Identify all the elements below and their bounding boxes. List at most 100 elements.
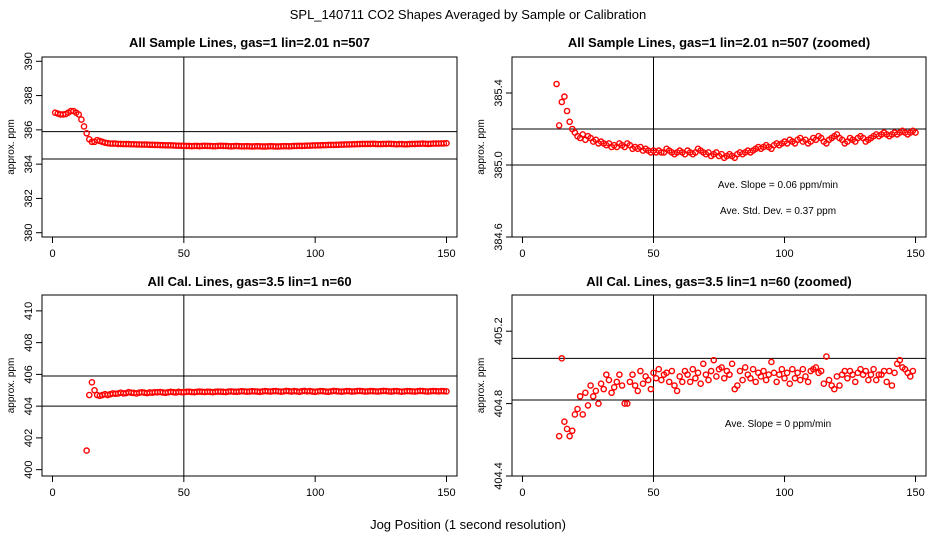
- data-point: [676, 373, 683, 380]
- data-point: [686, 378, 694, 386]
- data-point: [770, 369, 778, 377]
- x-tick-label: 100: [775, 248, 793, 260]
- data-point: [671, 382, 678, 389]
- data-point: [629, 371, 636, 378]
- data-point: [558, 355, 566, 362]
- chart-panels: All Sample Lines, gas=1 lin=2.01 n=507 0 5…: [6, 35, 927, 499]
- data-point: [757, 373, 765, 380]
- data-point: [726, 371, 733, 378]
- data-point: [851, 378, 859, 386]
- data-point: [85, 391, 93, 399]
- data-point: [689, 365, 697, 373]
- data-point: [592, 387, 600, 395]
- x-tick-label: 50: [178, 248, 190, 260]
- chart-annotation: Ave. Slope = 0 ppm/min: [725, 419, 831, 430]
- chart-title: All Sample Lines, gas=1 lin=2.01 n=507 (…: [568, 35, 870, 50]
- data-point: [718, 364, 725, 371]
- data-point: [665, 378, 673, 386]
- data-point: [836, 382, 843, 389]
- data-point: [637, 367, 644, 375]
- data-point: [613, 378, 621, 386]
- x-tick-label: 0: [519, 248, 525, 260]
- y-tick-label: 410: [23, 302, 35, 320]
- data-point: [886, 367, 893, 375]
- data-point: [579, 411, 587, 418]
- data-point: [658, 376, 665, 384]
- data-point: [783, 369, 791, 377]
- data-point: [83, 129, 90, 137]
- y-tick-label: 405.2: [493, 317, 505, 345]
- x-tick-label: 150: [906, 248, 924, 260]
- data-point: [555, 432, 563, 440]
- data-point: [610, 384, 618, 391]
- data-point: [804, 378, 812, 386]
- data-point: [563, 107, 571, 115]
- data-point: [872, 376, 880, 384]
- data-point: [621, 400, 628, 407]
- data-point: [652, 374, 660, 382]
- data-point: [566, 432, 573, 440]
- data-point: [713, 373, 720, 380]
- data-point: [760, 367, 767, 375]
- data-point: [883, 378, 890, 386]
- y-tick-label: 404: [23, 397, 35, 415]
- x-tick-label: 0: [49, 248, 55, 260]
- y-axis-label: approx. ppm: [476, 119, 487, 175]
- data-point: [566, 118, 573, 126]
- y-tick-label: 385.0: [493, 151, 505, 179]
- data-point: [752, 378, 759, 386]
- data-point: [786, 380, 794, 387]
- data-point: [647, 385, 655, 393]
- data-point: [720, 374, 728, 382]
- chart-annotation: Ave. Slope = 0.06 ppm/min: [718, 180, 838, 191]
- y-tick-label: 404.4: [493, 462, 505, 490]
- data-point: [644, 376, 652, 384]
- y-tick-label: 385.4: [493, 79, 505, 107]
- data-point: [817, 367, 825, 375]
- x-axis-label: Jog Position (1 second resolution): [370, 517, 566, 532]
- data-point: [896, 356, 904, 364]
- data-point: [906, 373, 914, 380]
- data-point: [634, 387, 642, 395]
- data-point: [595, 400, 602, 407]
- data-point: [684, 371, 691, 378]
- y-tick-label: 408: [23, 333, 35, 351]
- data-point: [91, 386, 98, 394]
- data-point: [802, 373, 809, 380]
- data-point: [775, 371, 783, 378]
- data-point: [623, 400, 631, 407]
- data-point: [710, 356, 718, 364]
- data-point: [812, 364, 820, 371]
- data-point: [616, 371, 623, 378]
- data-point: [443, 388, 450, 395]
- data-point: [789, 365, 796, 373]
- data-point: [773, 378, 780, 386]
- data-point: [830, 385, 838, 393]
- data-point: [825, 376, 833, 384]
- data-point: [794, 369, 801, 377]
- data-point: [870, 365, 877, 373]
- data-point: [833, 373, 841, 380]
- x-tick-label: 150: [437, 487, 455, 499]
- data-point: [75, 111, 83, 118]
- data-point: [736, 367, 744, 375]
- x-tick-label: 100: [775, 487, 793, 499]
- data-point: [867, 371, 875, 378]
- data-point: [762, 376, 770, 384]
- data-point: [553, 80, 560, 88]
- data-point: [694, 369, 702, 377]
- data-point: [558, 98, 566, 106]
- data-point: [584, 402, 592, 409]
- data-point: [888, 382, 896, 389]
- y-tick-label: 386: [23, 121, 35, 139]
- data-point: [796, 376, 804, 384]
- y-tick-label: 380: [23, 224, 35, 242]
- x-tick-label: 150: [437, 248, 455, 260]
- data-point: [574, 405, 581, 413]
- data-point: [587, 382, 594, 389]
- y-tick-label: 384: [23, 155, 35, 173]
- data-point: [568, 427, 576, 435]
- plot-frame: [511, 56, 927, 238]
- data-point: [78, 116, 85, 123]
